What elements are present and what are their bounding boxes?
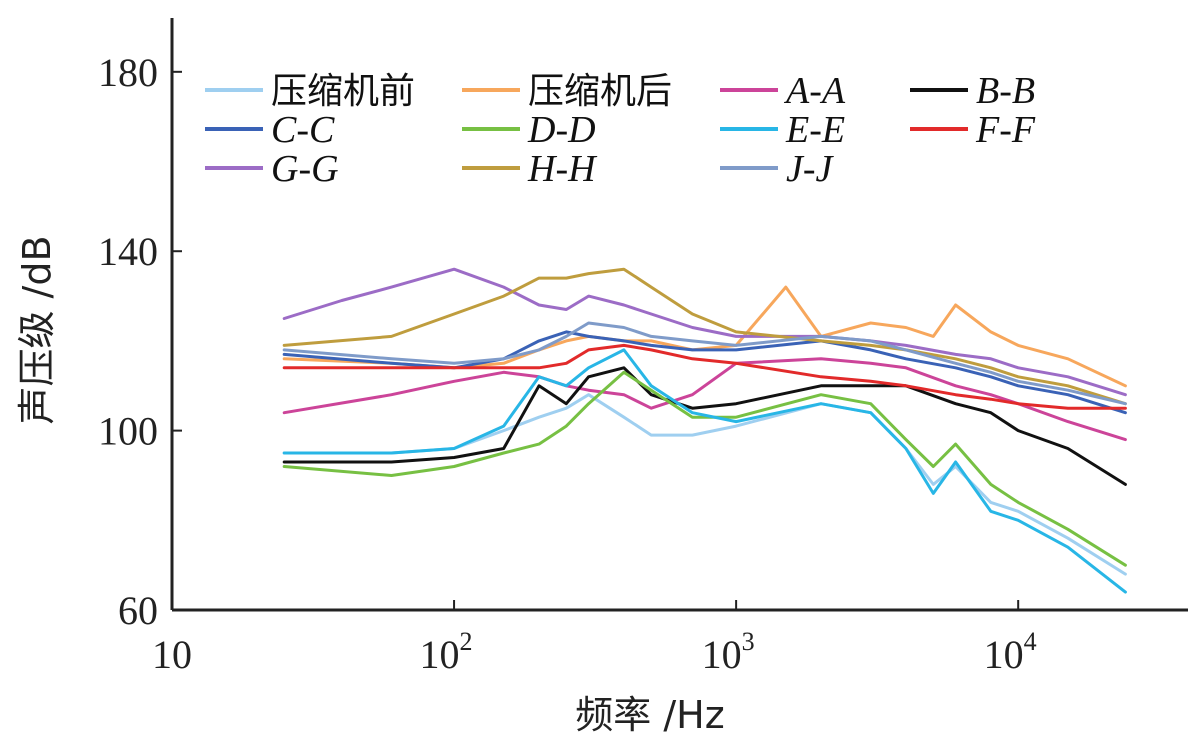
legend-label-9: H-H xyxy=(527,148,598,190)
series-line-6 xyxy=(282,348,1127,594)
plot-lines xyxy=(282,267,1127,594)
y-tick-label-1: 100 xyxy=(98,409,158,454)
series-line-0 xyxy=(282,393,1127,576)
x-ticks: 10 102 103 104 xyxy=(152,600,1037,677)
legend-label-5: D-D xyxy=(527,109,596,151)
legend: 压缩机前 压缩机后 A-A B-B C-C D-D E-E F-F G-G H-H J-J xyxy=(205,70,1036,190)
y-ticks: 60 100 140 180 xyxy=(98,50,182,633)
legend-label-7: F-F xyxy=(975,109,1036,151)
series-line-7 xyxy=(282,343,1127,410)
legend-label-8: G-G xyxy=(271,148,339,190)
x-tick-label-3: 104 xyxy=(984,627,1037,677)
series-line-2 xyxy=(282,357,1127,442)
series-line-9 xyxy=(282,267,1127,406)
y-axis-title: 声压级 /dB xyxy=(15,235,59,424)
legend-label-3: B-B xyxy=(976,70,1035,112)
legend-label-1: 压缩机后 xyxy=(528,71,672,112)
series-line-10 xyxy=(282,321,1127,406)
legend-label-2: A-A xyxy=(783,70,846,112)
y-tick-label-3: 180 xyxy=(98,50,158,95)
legend-label-0: 压缩机前 xyxy=(271,71,415,112)
legend-label-6: E-E xyxy=(785,109,845,151)
legend-label-10: J-J xyxy=(786,148,835,190)
series-line-3 xyxy=(282,366,1127,486)
series-line-8 xyxy=(282,267,1127,397)
x-tick-label-1: 102 xyxy=(420,627,473,677)
x-axis-title: 频率 /Hz xyxy=(575,693,724,737)
x-tick-label-0: 10 xyxy=(152,632,192,677)
legend-label-4: C-C xyxy=(271,109,335,151)
y-tick-label-2: 140 xyxy=(98,229,158,274)
x-tick-label-2: 103 xyxy=(702,627,755,677)
y-tick-label-0: 60 xyxy=(118,588,158,633)
